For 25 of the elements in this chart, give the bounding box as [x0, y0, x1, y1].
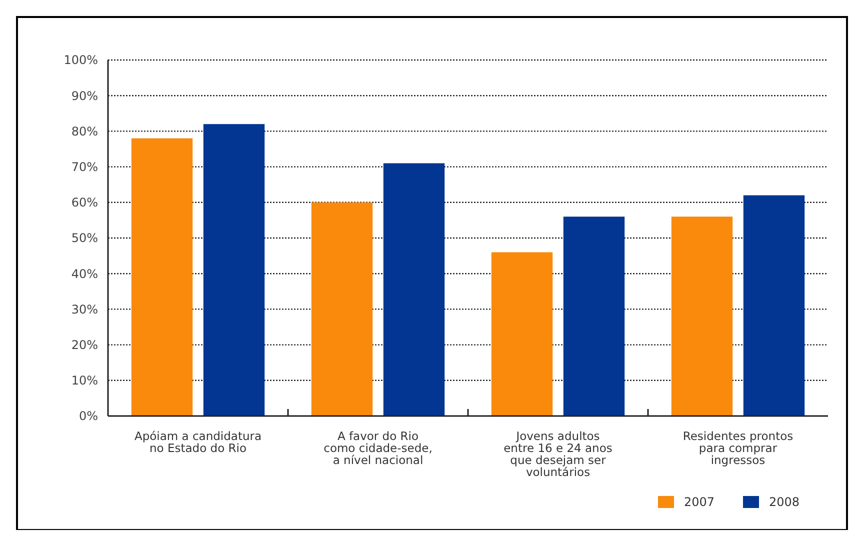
legend-label: 2008 [769, 495, 800, 509]
y-tick-label: 60% [71, 196, 98, 210]
y-tick-label: 40% [71, 266, 98, 281]
y-tick-label: 30% [71, 302, 98, 316]
y-tick-label: 20% [71, 338, 98, 352]
x-tick-label: Jovens adultos entre 16 e 24 anos que desejam ser voluntários [504, 429, 612, 479]
bar [491, 252, 553, 416]
y-tick-label: 100% [64, 53, 98, 68]
y-tick-label: 70% [71, 160, 98, 174]
y-tick-label: 50% [71, 231, 98, 246]
x-tick-label: Apóiam a candidatura no Estado do Rio [134, 429, 262, 455]
bar [563, 216, 625, 416]
bar [743, 195, 805, 416]
y-tick-label: 0% [78, 409, 98, 424]
x-tick-label: Residentes prontos para comprar ingressos [682, 429, 794, 467]
bar [311, 202, 373, 416]
bar [131, 138, 193, 416]
legend-label: 2007 [684, 495, 715, 509]
y-tick-label: 90% [71, 88, 98, 103]
y-tick-label: 80% [71, 124, 98, 138]
x-tick-label: A favor do Rio como cidade-sede, a nível nacional [324, 429, 432, 467]
bar [383, 163, 445, 416]
bar [671, 216, 733, 416]
bar [203, 124, 265, 416]
y-tick-label: 10% [71, 374, 98, 388]
